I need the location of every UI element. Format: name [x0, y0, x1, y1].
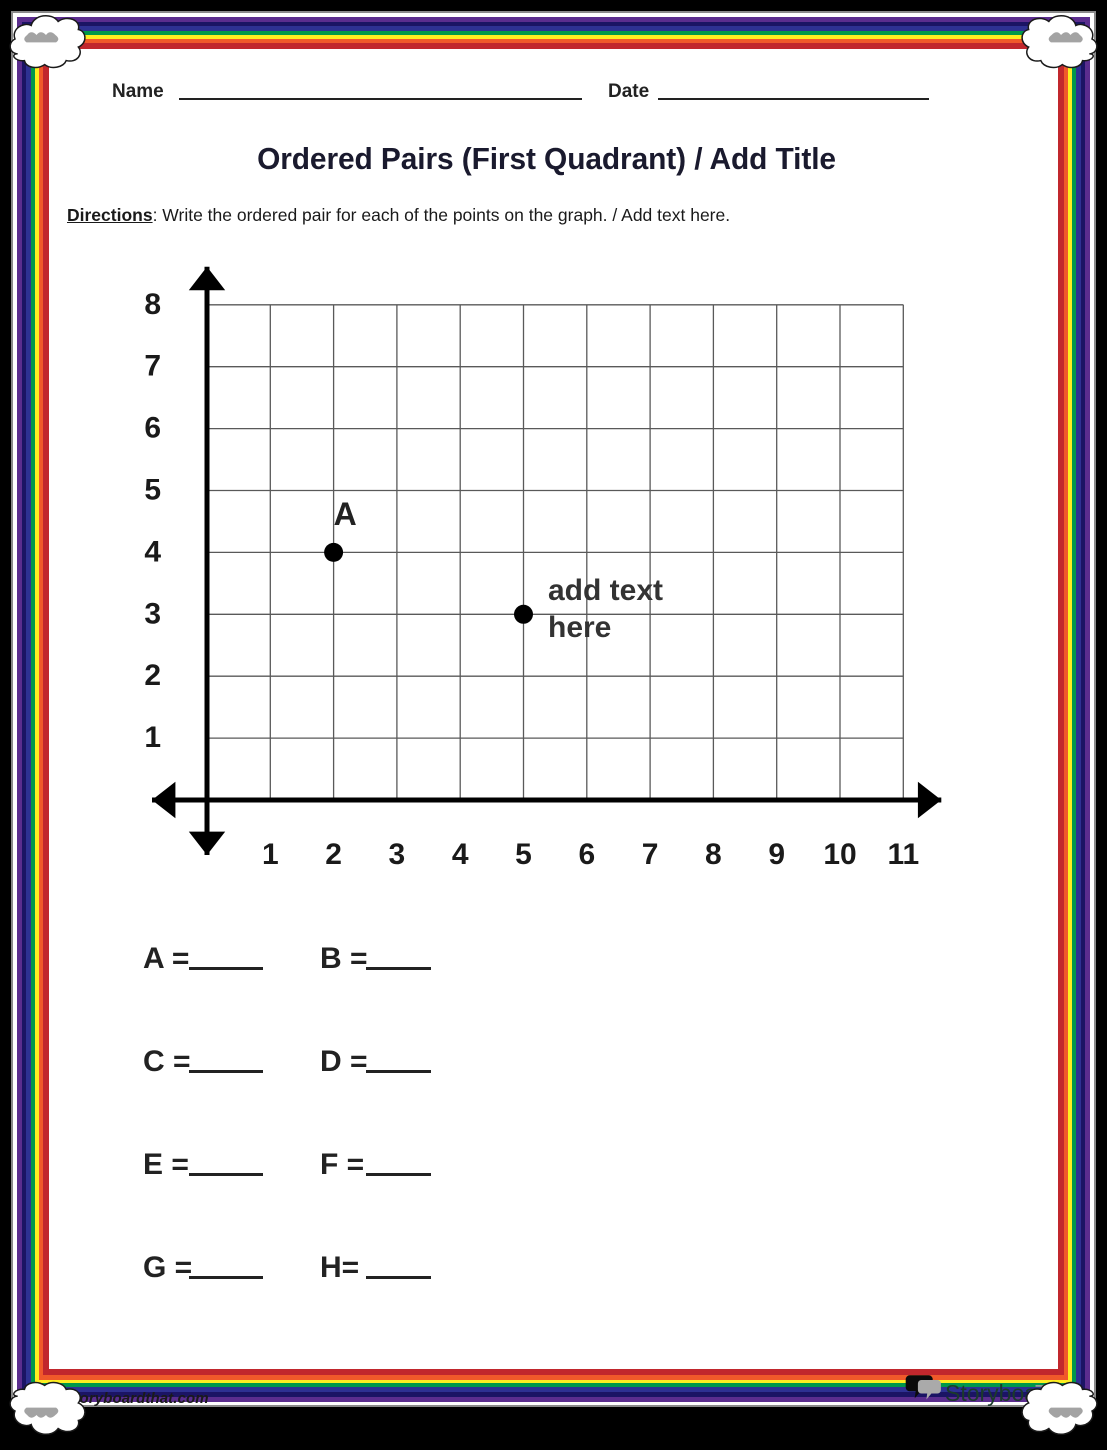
svg-text:8: 8	[144, 288, 161, 321]
svg-text:5: 5	[144, 474, 161, 507]
svg-text:4: 4	[452, 838, 469, 871]
svg-text:add text: add text	[548, 574, 663, 607]
svg-text:10: 10	[823, 838, 856, 871]
svg-text:here: here	[548, 611, 611, 644]
svg-text:6: 6	[144, 412, 161, 445]
svg-text:11: 11	[887, 838, 919, 871]
svg-text:7: 7	[144, 350, 161, 383]
svg-text:6: 6	[578, 838, 595, 871]
svg-text:1: 1	[262, 838, 279, 871]
svg-text:9: 9	[768, 838, 785, 871]
svg-text:7: 7	[642, 838, 659, 871]
svg-text:3: 3	[389, 838, 406, 871]
svg-text:2: 2	[325, 838, 342, 871]
svg-text:8: 8	[705, 838, 722, 871]
svg-text:4: 4	[144, 535, 161, 568]
svg-text:3: 3	[144, 597, 161, 630]
svg-text:5: 5	[515, 838, 532, 871]
svg-text:A: A	[334, 496, 357, 532]
svg-text:1: 1	[144, 721, 161, 754]
svg-text:2: 2	[144, 659, 161, 692]
